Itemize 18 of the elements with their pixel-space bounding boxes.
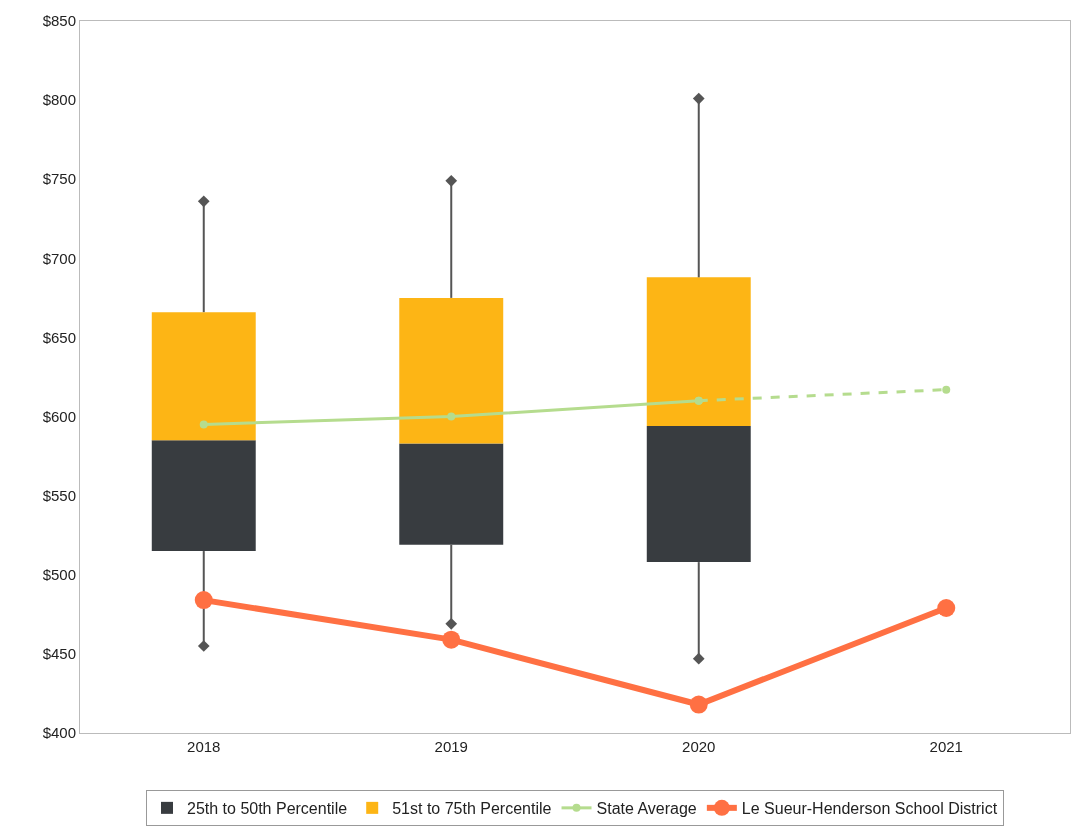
legend-label: 25th to 50th Percentile (187, 800, 348, 818)
y-tick-label: $750 (42, 170, 76, 188)
y-tick-label: $500 (42, 566, 76, 584)
y-tick-label: $850 (42, 12, 76, 30)
x-tick-label: 2018 (187, 738, 221, 755)
legend-label: State Average (596, 800, 697, 818)
x-tick-label: 2019 (434, 738, 468, 755)
y-tick-label: $550 (42, 486, 76, 504)
x-tick-label: 2020 (682, 738, 716, 755)
y-tick-label: $800 (42, 91, 76, 109)
y-tick-label: $650 (42, 328, 76, 346)
y-tick-label: $600 (42, 407, 76, 425)
legend-label: 51st to 75th Percentile (392, 800, 552, 818)
y-tick-label: $400 (42, 724, 76, 742)
y-tick-label: $450 (42, 645, 76, 663)
legend-label: Le Sueur-Henderson School District (741, 800, 998, 818)
x-tick-label: 2021 (929, 738, 963, 755)
y-tick-label: $700 (42, 249, 76, 267)
